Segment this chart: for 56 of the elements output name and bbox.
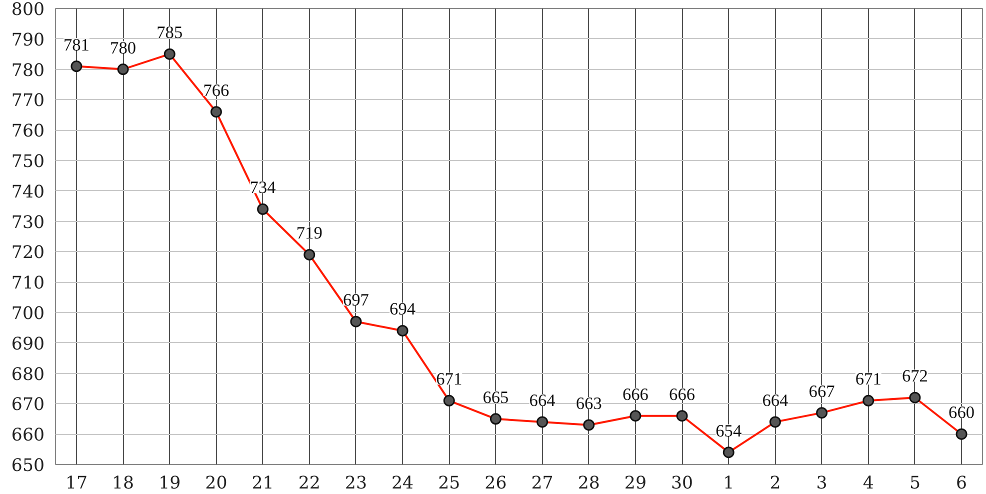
x-tick-label: 27 xyxy=(531,474,554,494)
data-label: 697 xyxy=(342,290,370,310)
data-label: 780 xyxy=(110,38,136,58)
x-tick-label: 24 xyxy=(392,474,414,494)
y-tick-label: 680 xyxy=(11,364,45,385)
y-tick-label: 650 xyxy=(11,456,45,476)
x-tick-label: 30 xyxy=(671,474,694,494)
y-tick-label: 770 xyxy=(11,91,45,112)
x-tick-label: 20 xyxy=(205,474,228,494)
x-tick-label: 23 xyxy=(344,474,367,494)
data-label: 766 xyxy=(203,80,230,100)
x-tick-label: 21 xyxy=(252,474,274,494)
data-label: 660 xyxy=(948,403,975,422)
x-tick-label: 3 xyxy=(816,474,828,494)
x-tick-label: 6 xyxy=(956,474,968,494)
y-tick-label: 720 xyxy=(11,243,45,264)
x-tick-label: 29 xyxy=(624,474,646,494)
data-label: 667 xyxy=(808,382,836,401)
y-tick-label: 750 xyxy=(11,152,45,172)
x-tick-label: 19 xyxy=(158,474,181,494)
data-label: 734 xyxy=(250,178,276,198)
x-tick-label: 5 xyxy=(909,474,920,494)
data-label: 666 xyxy=(669,384,696,404)
y-tick-label: 730 xyxy=(11,212,45,233)
data-label: 664 xyxy=(529,390,556,410)
y-tick-label: 700 xyxy=(11,304,45,324)
data-label: 694 xyxy=(390,300,416,319)
x-tick-label: 1 xyxy=(723,474,734,494)
x-tick-label: 18 xyxy=(112,474,134,494)
y-tick-label: 760 xyxy=(11,122,45,142)
data-label: 666 xyxy=(622,384,649,404)
x-tick-label: 17 xyxy=(65,474,88,494)
data-label: 671 xyxy=(436,370,462,389)
x-tick-label: 2 xyxy=(770,474,781,494)
y-tick-label: 790 xyxy=(11,30,45,50)
x-tick-label: 4 xyxy=(862,474,874,494)
data-label: 671 xyxy=(855,370,882,389)
data-label: 719 xyxy=(296,224,322,243)
data-label: 663 xyxy=(576,394,602,413)
x-tick-label: 25 xyxy=(438,474,460,494)
x-tick-label: 26 xyxy=(484,474,507,494)
x-tick-label: 22 xyxy=(298,474,320,494)
y-tick-label: 670 xyxy=(11,395,45,416)
data-label: 672 xyxy=(902,366,928,386)
data-label: 665 xyxy=(482,388,509,407)
data-label: 781 xyxy=(63,35,90,54)
y-tick-label: 690 xyxy=(11,334,45,354)
data-label: 785 xyxy=(156,23,183,42)
x-tick-label: 28 xyxy=(578,474,600,494)
data-label: 654 xyxy=(716,421,742,440)
y-tick-label: 780 xyxy=(11,60,45,81)
y-tick-label: 660 xyxy=(11,426,45,446)
data-label: 664 xyxy=(762,390,789,410)
y-tick-label: 740 xyxy=(11,182,45,202)
y-tick-label: 800 xyxy=(11,0,45,20)
y-tick-label: 710 xyxy=(11,274,45,294)
